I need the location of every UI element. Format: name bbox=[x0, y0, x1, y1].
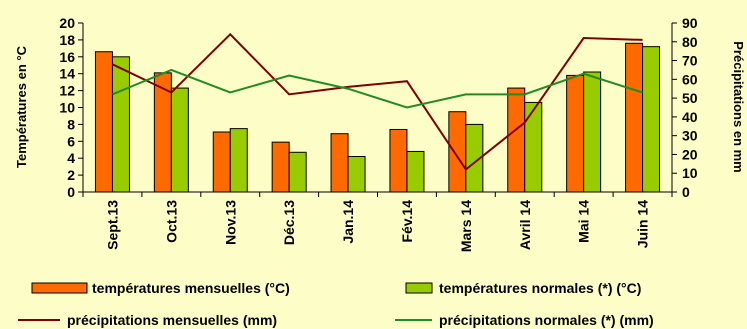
right-tick-label: 70 bbox=[682, 53, 698, 69]
legend-label-temp-monthly: températures mensuelles (°C) bbox=[92, 280, 290, 296]
x-tick-label: Mai 14 bbox=[576, 200, 592, 243]
bar-temp-monthly bbox=[330, 133, 349, 193]
left-tick-label: 16 bbox=[59, 49, 75, 65]
left-tick-label: 18 bbox=[59, 32, 75, 48]
legend-label-precip-monthly: précipitations mensuelles (mm) bbox=[67, 312, 277, 328]
x-tick-label: Sept.13 bbox=[104, 200, 120, 250]
right-axis: 0 10 20 30 40 50 60 70 80 90 bbox=[671, 15, 698, 200]
bar-temp-monthly bbox=[94, 51, 113, 193]
x-tick-label: Avril 14 bbox=[517, 200, 533, 250]
bar-temp-monthly bbox=[507, 87, 526, 193]
lines bbox=[112, 32, 643, 171]
bar-temp-normal bbox=[229, 128, 248, 193]
right-tick-label: 50 bbox=[682, 90, 698, 106]
bar-temp-monthly bbox=[389, 128, 408, 193]
bar-temp-normal bbox=[406, 150, 425, 193]
line-precip-normal bbox=[112, 68, 643, 109]
legend: températures mensuelles (°C) température… bbox=[18, 280, 654, 328]
line-precip-monthly bbox=[112, 32, 643, 171]
bar-temp-normal bbox=[288, 151, 307, 193]
left-tick-label: 4 bbox=[67, 150, 75, 166]
bars bbox=[94, 42, 661, 193]
left-tick-label: 2 bbox=[67, 167, 75, 183]
left-tick-label: 20 bbox=[59, 15, 75, 31]
right-tick-label: 80 bbox=[682, 34, 698, 50]
x-tick-label: Fév.14 bbox=[399, 200, 415, 243]
right-tick-label: 90 bbox=[682, 15, 698, 31]
bar-temp-normal bbox=[347, 156, 366, 193]
bar-temp-normal bbox=[583, 71, 602, 193]
bar-temp-monthly bbox=[566, 74, 585, 193]
right-tick-label: 30 bbox=[682, 128, 698, 144]
right-tick-label: 10 bbox=[682, 165, 698, 181]
right-axis-title: Précipitations en mm bbox=[731, 41, 746, 172]
left-tick-label: 8 bbox=[67, 116, 75, 132]
bar-temp-normal bbox=[170, 87, 189, 193]
x-tick-label: Oct.13 bbox=[163, 200, 179, 243]
left-tick-label: 0 bbox=[67, 184, 75, 200]
right-tick-label: 40 bbox=[682, 109, 698, 125]
bar-temp-monthly bbox=[625, 42, 644, 193]
right-tick-label: 60 bbox=[682, 71, 698, 87]
x-tick-label: Déc.13 bbox=[281, 200, 297, 245]
legend-swatch-temp-normal bbox=[405, 282, 433, 294]
legend-swatch-temp-monthly bbox=[31, 282, 88, 294]
left-axis-title: Températures en °C bbox=[14, 45, 29, 168]
legend-label-precip-normal: précipitations normales (*) (mm) bbox=[439, 312, 654, 328]
left-tick-label: 12 bbox=[59, 83, 75, 99]
bar-temp-monthly bbox=[212, 131, 231, 193]
bar-temp-normal bbox=[524, 101, 543, 193]
bar-temp-normal bbox=[642, 46, 661, 193]
x-tick-label: Nov.13 bbox=[222, 200, 238, 245]
left-tick-label: 6 bbox=[67, 133, 75, 149]
right-tick-label: 20 bbox=[682, 146, 698, 162]
legend-label-temp-normal: températures normales (*) (°C) bbox=[439, 280, 641, 296]
bar-temp-monthly bbox=[448, 111, 467, 193]
x-tick-label: Juin 14 bbox=[635, 200, 651, 248]
x-tick-label: Mars 14 bbox=[458, 200, 474, 252]
left-tick-label: 10 bbox=[59, 100, 75, 116]
left-tick-label: 14 bbox=[59, 66, 75, 82]
right-tick-label: 0 bbox=[682, 184, 690, 200]
bar-temp-monthly bbox=[271, 141, 290, 193]
x-axis: Sept.13 Oct.13 Nov.13 Déc.13 Jan.14 Fév.14 Mar… bbox=[82, 191, 673, 252]
bar-temp-normal bbox=[111, 56, 130, 193]
x-tick-label: Jan.14 bbox=[340, 200, 356, 244]
